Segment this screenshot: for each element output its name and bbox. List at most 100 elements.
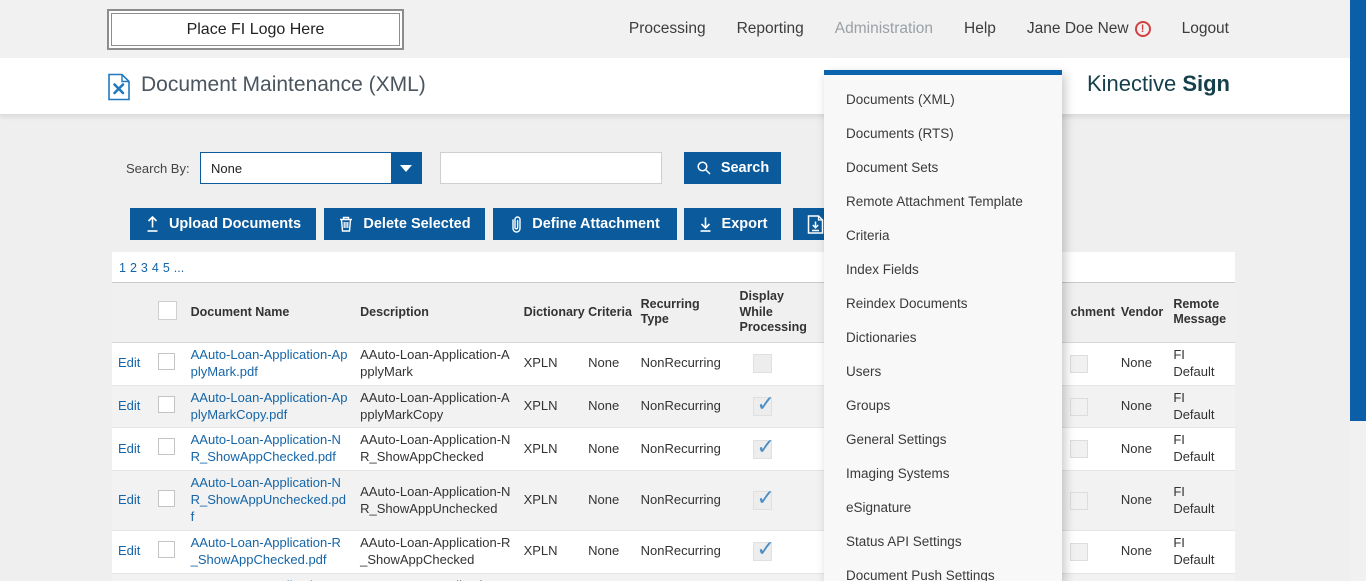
search-by-selected-value: None xyxy=(211,160,243,176)
dictionary-cell: XPLN xyxy=(517,470,583,531)
document-name-link[interactable]: AAuto-Loan-Application-NR_ShowAppChecked… xyxy=(190,432,341,465)
menu-item-criteria[interactable]: Criteria xyxy=(846,228,890,243)
dictionary-cell: XPLN xyxy=(517,427,583,472)
nav-item-reporting[interactable]: Reporting xyxy=(736,20,804,37)
edit-link[interactable]: Edit xyxy=(118,543,141,559)
row-checkbox[interactable] xyxy=(158,489,176,507)
column-criteria[interactable]: Criteria xyxy=(582,282,635,343)
document-name-link[interactable]: AAuto-Loan-Application-ApplyMark.pdf xyxy=(190,346,348,379)
attachment-checkbox xyxy=(1070,440,1089,459)
top-header: Place FI Logo Here Processing Reporting Ad… xyxy=(0,0,1366,58)
remote-message-cell: FI Default xyxy=(1167,342,1235,386)
select-all-header xyxy=(152,282,185,343)
table-header-row: Document Name Description Dictionary Cri… xyxy=(112,282,1235,343)
criteria-cell: None xyxy=(582,427,635,472)
description-cell: AAuto-Loan-Application-ApplyMark xyxy=(354,342,518,386)
search-button[interactable]: Search xyxy=(684,152,781,184)
edit-link[interactable]: Edit xyxy=(118,355,141,371)
menu-item-remote-attachment-template[interactable]: Remote Attachment Template xyxy=(846,194,1023,209)
button-label: Define Attachment xyxy=(532,216,660,232)
dictionary-cell: XPLN xyxy=(517,573,583,581)
vendor-cell: None xyxy=(1114,573,1168,581)
row-checkbox[interactable] xyxy=(158,395,176,413)
edit-link[interactable]: Edit xyxy=(118,398,141,414)
menu-item-groups[interactable]: Groups xyxy=(846,398,891,413)
dictionary-cell: XPLN xyxy=(517,385,583,429)
attachment-checkbox xyxy=(1070,491,1089,510)
document-name-link[interactable]: AAuto-Loan-Application-NR_ShowAppUncheck… xyxy=(190,475,347,524)
menu-item-imaging-systems[interactable]: Imaging Systems xyxy=(846,466,950,481)
vendor-cell: None xyxy=(1114,385,1168,429)
vendor-cell: None xyxy=(1114,342,1168,386)
nav-item-logout[interactable]: Logout xyxy=(1181,20,1229,37)
menu-item-general-settings[interactable]: General Settings xyxy=(846,432,947,447)
page-link-2[interactable]: 2 xyxy=(129,261,137,275)
upload-documents-button[interactable]: Upload Documents xyxy=(130,208,316,240)
search-input[interactable] xyxy=(440,152,662,184)
page-link-3[interactable]: 3 xyxy=(140,261,148,275)
search-by-select[interactable]: None xyxy=(200,152,422,184)
vendor-cell: None xyxy=(1114,470,1168,531)
delete-selected-button[interactable]: Delete Selected xyxy=(324,208,485,240)
column-vendor[interactable]: Vendor xyxy=(1114,282,1168,343)
page-title: Document Maintenance (XML) xyxy=(141,73,426,96)
export-button[interactable]: Export xyxy=(684,208,781,240)
documents-table-container: 1 2 3 4 5... Document Name Description Dicti… xyxy=(112,252,1235,581)
menu-item-documents-rts[interactable]: Documents (RTS) xyxy=(846,126,954,141)
display-while-processing-checkbox xyxy=(753,484,775,513)
document-name-link[interactable]: AAuto-Loan-Application-ApplyMarkCopy.pdf xyxy=(190,389,348,422)
scrollbar-thumb[interactable] xyxy=(1350,0,1366,421)
column-description[interactable]: Description xyxy=(354,282,518,343)
nav-item-jane-doe-new[interactable]: Jane Doe New! xyxy=(1027,20,1151,38)
brand-regular: Kinective xyxy=(1086,71,1183,96)
menu-item-esignature[interactable]: eSignature xyxy=(846,500,912,515)
download-document-icon xyxy=(806,214,825,235)
define-attachment-button[interactable]: Define Attachment xyxy=(493,208,677,240)
document-name-link[interactable]: AAuto-Loan-Application-R_ShowAppChecked.… xyxy=(190,534,341,567)
column-dictionary[interactable]: Dictionary xyxy=(517,282,585,343)
table-row: Edit AAuto-Loan-Application-ApplyMarkCop… xyxy=(112,385,1235,429)
menu-item-documents-xml[interactable]: Documents (XML) xyxy=(846,92,955,107)
remote-message-cell: FI Default xyxy=(1167,385,1235,429)
nav-item-administration[interactable]: Administration xyxy=(834,20,934,37)
page-link-1[interactable]: 1 xyxy=(119,261,126,275)
remote-message-cell: FI Default xyxy=(1167,530,1235,574)
nav-item-processing[interactable]: Processing xyxy=(628,20,706,37)
menu-item-status-api-settings[interactable]: Status API Settings xyxy=(846,534,962,549)
document-name-link[interactable]: AAuto-Loan-Application-R_ShowAppUnchecke… xyxy=(191,578,341,581)
attachment-checkbox xyxy=(1070,354,1089,373)
menu-item-document-sets[interactable]: Document Sets xyxy=(846,160,939,175)
dictionary-cell: XPLN xyxy=(517,342,583,386)
menu-item-reindex-documents[interactable]: Reindex Documents xyxy=(846,296,968,311)
criteria-cell: None xyxy=(582,342,635,386)
menu-item-dictionaries[interactable]: Dictionaries xyxy=(846,330,917,345)
chevron-down-icon[interactable] xyxy=(391,153,421,183)
display-while-processing-checkbox xyxy=(753,390,775,419)
edit-link[interactable]: Edit xyxy=(118,440,141,456)
administration-dropdown-menu: Documents (XML) Documents (RTS) Document S… xyxy=(824,70,1062,581)
kinective-sign-logo: Kinective Sign xyxy=(1087,71,1230,97)
row-checkbox[interactable] xyxy=(158,352,176,370)
column-document-name[interactable]: Document Name xyxy=(184,282,355,343)
edit-link[interactable]: Edit xyxy=(118,492,141,508)
page-link-4[interactable]: 4 xyxy=(151,261,159,275)
row-checkbox[interactable] xyxy=(158,438,176,456)
column-recurring-type[interactable]: Recurring Type xyxy=(634,282,734,343)
table-row: Edit AAuto-Loan-Application-R_ShowAppChe… xyxy=(112,530,1235,574)
trash-icon xyxy=(338,215,354,233)
column-remote-message[interactable]: Remote Message xyxy=(1167,282,1235,343)
row-checkbox[interactable] xyxy=(158,540,176,558)
menu-item-document-push-settings[interactable]: Document Push Settings xyxy=(846,568,995,581)
menu-item-index-fields[interactable]: Index Fields xyxy=(846,262,919,277)
page-link-5[interactable]: 5 xyxy=(162,261,170,275)
menu-item-users[interactable]: Users xyxy=(846,364,882,379)
nav-item-help[interactable]: Help xyxy=(964,20,996,37)
attachment-checkbox xyxy=(1070,542,1089,561)
column-attachment-partial[interactable]: chment xyxy=(1068,282,1115,343)
vendor-cell: None xyxy=(1114,530,1168,574)
page-link-[interactable]: ... xyxy=(173,261,185,275)
criteria-cell: None xyxy=(582,385,635,429)
column-display-while-processing[interactable]: Display While Processing xyxy=(733,282,817,343)
select-all-checkbox[interactable] xyxy=(158,300,178,320)
dictionary-cell: XPLN xyxy=(517,530,583,574)
